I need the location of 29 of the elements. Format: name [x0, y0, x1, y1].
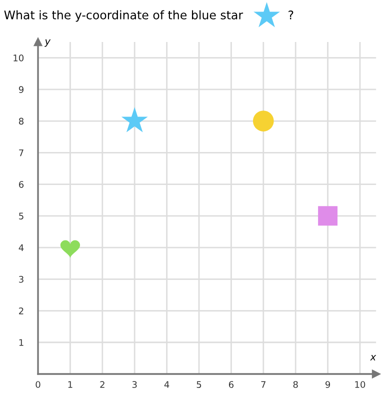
- x-tick-label: 10: [355, 381, 366, 388]
- x-axis-title: x: [370, 355, 376, 360]
- y-tick-label: 6: [19, 181, 24, 188]
- point: [252, 110, 274, 132]
- x-tick-label: 8: [293, 381, 298, 388]
- x-tick-label: 0: [36, 381, 40, 388]
- y-tick-label: 10: [14, 54, 24, 62]
- point: [60, 240, 80, 258]
- x-tick-label: 2: [100, 381, 104, 388]
- x-tick-label: 7: [261, 381, 266, 388]
- y-tick-label: 1: [19, 339, 24, 346]
- x-tick-label: 1: [68, 381, 72, 388]
- y-tick-label: 8: [18, 118, 24, 125]
- y-tick-label: 5: [19, 212, 24, 220]
- point: [121, 107, 148, 132]
- text: ?: [288, 10, 294, 20]
- chart-title: What is the y-coordinate of the blue star: [4, 10, 244, 22]
- x-tick-label: 6: [228, 381, 234, 388]
- y-tick-label: 9: [18, 86, 24, 93]
- y-tick-label: 3: [19, 276, 24, 283]
- y-axis-title: y: [44, 39, 51, 47]
- x-tick-label: 4: [164, 381, 170, 388]
- point: [318, 206, 338, 226]
- x-tick-label: 9: [325, 381, 330, 388]
- y-tick-label: 7: [19, 150, 24, 156]
- y-tick-label: 2: [19, 307, 24, 314]
- y-tick-label: 4: [18, 244, 24, 251]
- x-tick-label: 3: [132, 381, 137, 388]
- x-tick-label: 5: [196, 381, 202, 388]
